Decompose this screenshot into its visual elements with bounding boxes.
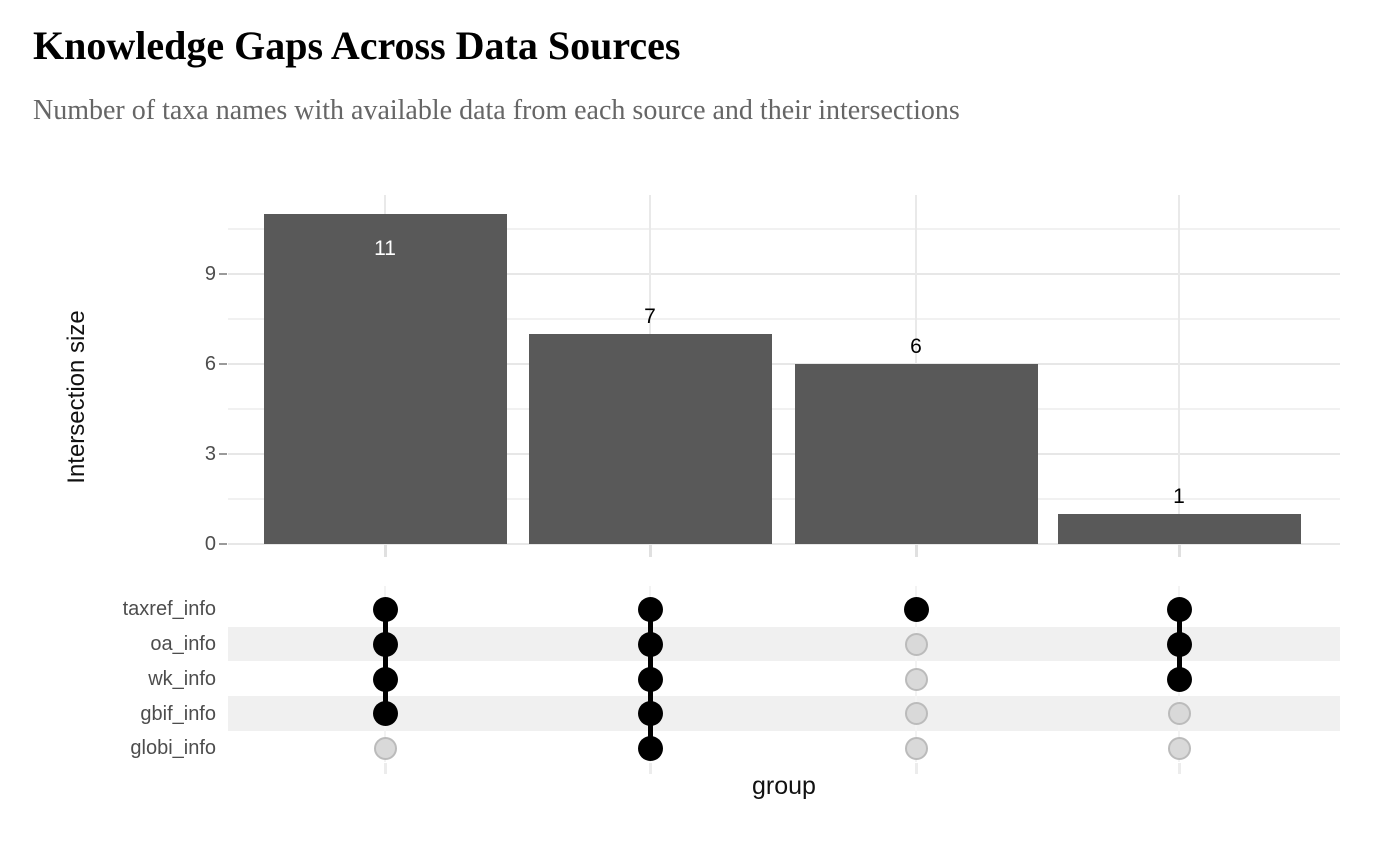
gridline-vertical xyxy=(1178,195,1180,544)
gridline-minor xyxy=(228,408,1340,410)
membership-dot-filled xyxy=(372,596,398,622)
set-label: globi_info xyxy=(130,737,216,759)
bar-value-label: 1 xyxy=(1173,485,1185,508)
dot-connector xyxy=(382,609,388,714)
membership-dot-filled xyxy=(1166,666,1192,692)
y-tick-label: 6 xyxy=(204,353,216,375)
membership-dot-empty xyxy=(904,736,928,760)
gridline-minor xyxy=(228,498,1340,500)
membership-dot-empty xyxy=(904,667,928,691)
x-tick xyxy=(384,545,387,557)
bar-value-label: 6 xyxy=(910,335,922,358)
set-label: wk_info xyxy=(148,668,216,690)
gridline-major xyxy=(228,453,1340,455)
membership-dot-filled xyxy=(637,596,663,622)
set-label: gbif_info xyxy=(140,702,216,725)
y-tick xyxy=(219,273,227,275)
membership-dot-filled xyxy=(637,701,663,726)
membership-dot-filled xyxy=(637,666,663,692)
bar xyxy=(794,364,1038,544)
membership-dot-empty xyxy=(373,736,397,760)
membership-dot-empty xyxy=(904,702,928,725)
matrix-row-stripe xyxy=(228,626,1340,662)
membership-dot-empty xyxy=(904,632,928,656)
gridline-minor xyxy=(228,318,1340,320)
matrix-row-stripe xyxy=(228,696,1340,731)
matrix-x-tick xyxy=(1178,763,1181,774)
bar-value-label: 7 xyxy=(644,305,656,328)
bar xyxy=(1057,514,1301,544)
membership-dot-filled xyxy=(1166,596,1192,622)
y-axis-title: Intersection size xyxy=(63,310,90,484)
bar-value-label: 11 xyxy=(374,237,396,260)
y-tick xyxy=(219,363,227,365)
gridline-major xyxy=(228,363,1340,365)
membership-dot-filled xyxy=(637,735,663,761)
gridline-major xyxy=(228,543,1340,545)
y-tick-label: 9 xyxy=(204,263,216,285)
x-tick xyxy=(649,545,652,557)
gridline-major xyxy=(228,273,1340,275)
membership-dot-filled xyxy=(1166,631,1192,657)
matrix-x-tick xyxy=(384,763,387,774)
set-label: oa_info xyxy=(150,633,216,655)
chart-subtitle: Number of taxa names with available data… xyxy=(33,95,960,126)
x-tick xyxy=(915,545,918,557)
membership-dot-filled xyxy=(903,596,929,622)
y-tick-label: 3 xyxy=(204,443,216,465)
membership-dot-filled xyxy=(372,666,398,692)
y-tick-label: 0 xyxy=(204,533,216,555)
chart-title: Knowledge Gaps Across Data Sources xyxy=(33,23,681,68)
membership-dot-filled xyxy=(372,701,398,726)
y-tick xyxy=(219,453,227,455)
membership-dot-empty xyxy=(1167,736,1191,760)
set-label: taxref_info xyxy=(122,598,216,620)
y-tick xyxy=(219,543,227,545)
membership-dot-empty xyxy=(1167,702,1191,725)
membership-dot-filled xyxy=(372,631,398,657)
gridline-minor xyxy=(228,228,1340,230)
bar xyxy=(263,214,507,544)
x-axis-title: group xyxy=(752,772,816,800)
bar xyxy=(528,334,772,544)
matrix-x-tick xyxy=(915,763,918,774)
matrix-x-tick xyxy=(649,763,652,774)
membership-dot-filled xyxy=(637,631,663,657)
x-tick xyxy=(1178,545,1181,557)
